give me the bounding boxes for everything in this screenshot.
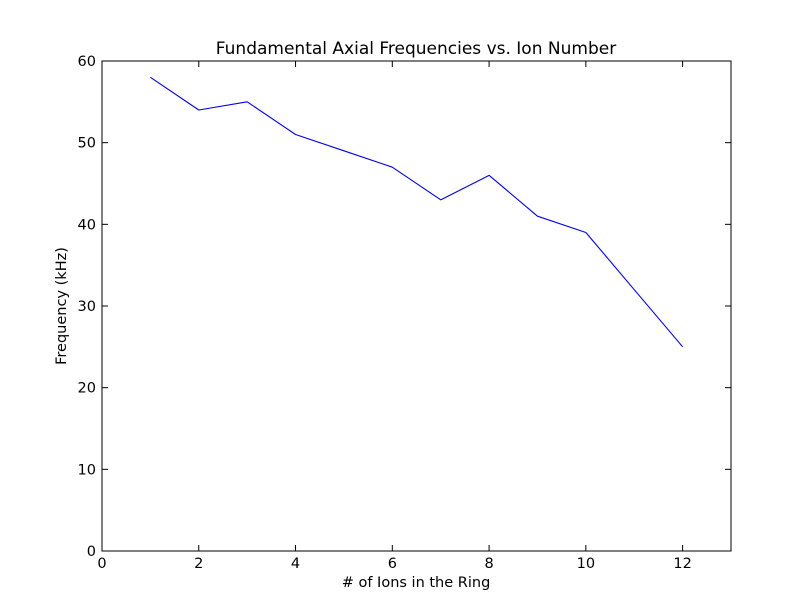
- y-tick-label: 40: [78, 217, 96, 233]
- x-axis-label: # of Ions in the Ring: [342, 575, 491, 591]
- plot-frame: [101, 60, 732, 552]
- series-line-0: [150, 76, 684, 348]
- y-tick-label: 20: [78, 381, 96, 397]
- x-tick-label: 6: [388, 556, 397, 572]
- x-tick-label: 12: [673, 556, 691, 572]
- chart-title: Fundamental Axial Frequencies vs. Ion Nu…: [216, 39, 616, 59]
- plot-background: [102, 61, 731, 551]
- y-axis-label: Frequency (kHz): [54, 247, 70, 365]
- x-tick-label: 4: [291, 556, 300, 572]
- y-tick-label: 0: [87, 544, 96, 560]
- y-tick-label: 10: [78, 462, 96, 478]
- x-tick-label: 10: [577, 556, 595, 572]
- x-tick-label: 8: [484, 556, 493, 572]
- y-tick-label: 50: [78, 136, 96, 152]
- y-tick-label: 60: [78, 54, 96, 70]
- plot-area: 0 2 4 6 8 10 12 0 10 20 30 40 50 60: [78, 54, 732, 572]
- y-tick-label: 30: [78, 299, 96, 315]
- x-tick-label: 0: [97, 556, 106, 572]
- x-tick-label: 2: [194, 556, 203, 572]
